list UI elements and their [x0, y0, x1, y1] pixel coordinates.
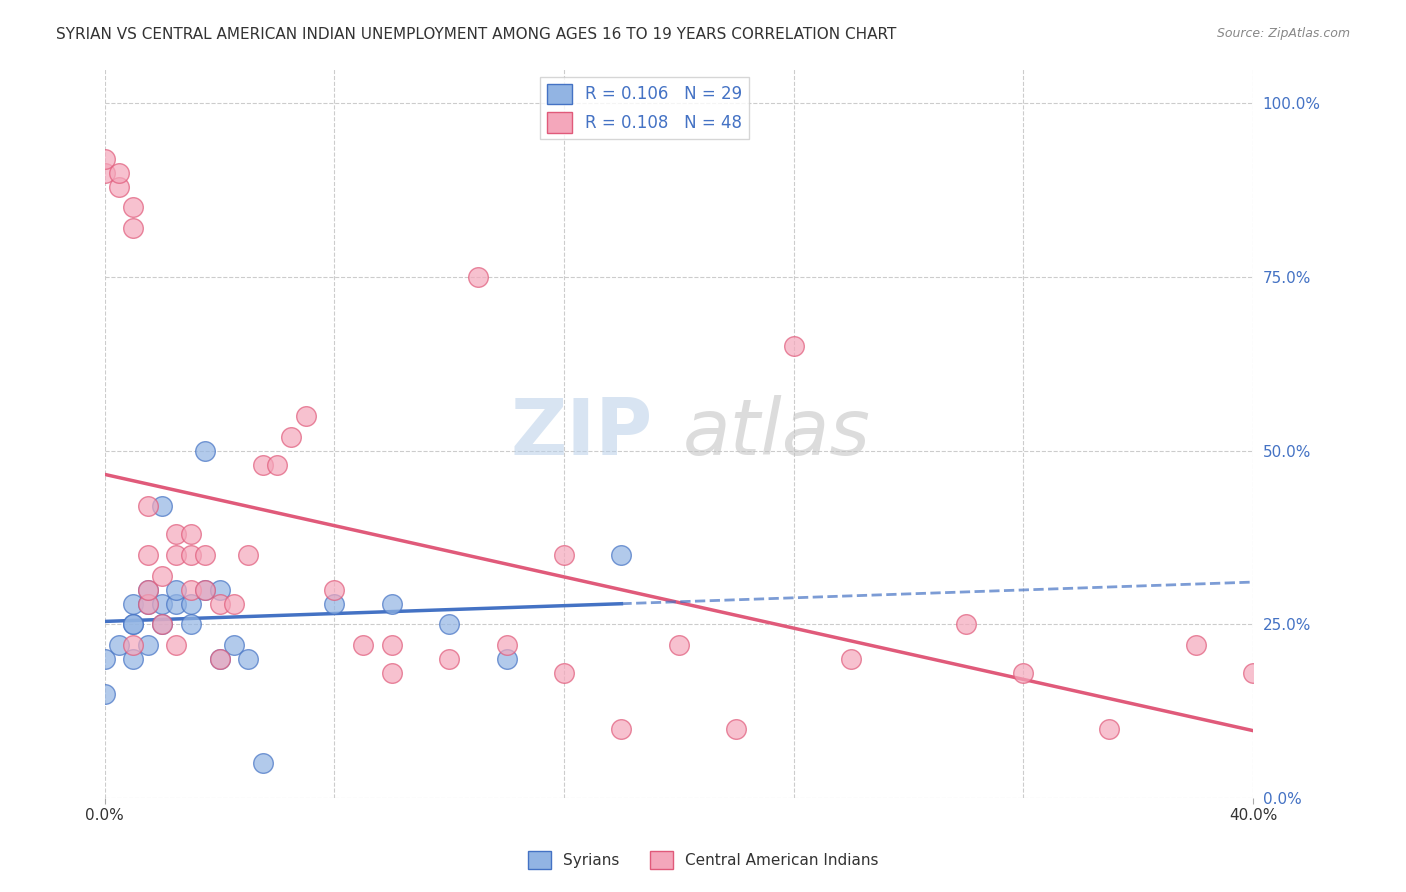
- Point: [495, 652, 517, 666]
- Point: [150, 597, 173, 611]
- Text: Source: ZipAtlas.com: Source: ZipAtlas.com: [1216, 27, 1350, 40]
- Point: [467, 269, 489, 284]
- Text: ZIP: ZIP: [510, 395, 652, 471]
- Point: [222, 638, 245, 652]
- Point: [252, 458, 274, 472]
- Point: [122, 617, 145, 632]
- Point: [194, 582, 217, 597]
- Point: [1184, 638, 1206, 652]
- Point: [165, 548, 187, 562]
- Point: [1012, 665, 1035, 680]
- Point: [437, 652, 460, 666]
- Point: [150, 500, 173, 514]
- Point: [495, 638, 517, 652]
- Point: [381, 638, 404, 652]
- Point: [381, 665, 404, 680]
- Point: [725, 722, 748, 736]
- Point: [1098, 722, 1121, 736]
- Text: SYRIAN VS CENTRAL AMERICAN INDIAN UNEMPLOYMENT AMONG AGES 16 TO 19 YEARS CORRELA: SYRIAN VS CENTRAL AMERICAN INDIAN UNEMPL…: [56, 27, 897, 42]
- Point: [180, 617, 202, 632]
- Point: [136, 582, 159, 597]
- Point: [93, 687, 115, 701]
- Point: [610, 722, 633, 736]
- Point: [238, 652, 260, 666]
- Point: [180, 582, 202, 597]
- Point: [222, 597, 245, 611]
- Point: [323, 582, 346, 597]
- Point: [108, 179, 131, 194]
- Point: [136, 582, 159, 597]
- Point: [136, 548, 159, 562]
- Point: [122, 638, 145, 652]
- Point: [165, 638, 187, 652]
- Legend: Syrians, Central American Indians: Syrians, Central American Indians: [522, 845, 884, 875]
- Point: [194, 582, 217, 597]
- Point: [839, 652, 862, 666]
- Point: [208, 597, 231, 611]
- Point: [553, 665, 575, 680]
- Point: [437, 617, 460, 632]
- Point: [108, 638, 131, 652]
- Point: [266, 458, 288, 472]
- Point: [238, 548, 260, 562]
- Point: [280, 430, 302, 444]
- Point: [150, 617, 173, 632]
- Point: [208, 652, 231, 666]
- Point: [122, 221, 145, 235]
- Point: [93, 152, 115, 166]
- Point: [136, 597, 159, 611]
- Point: [782, 339, 804, 353]
- Point: [150, 617, 173, 632]
- Point: [252, 756, 274, 771]
- Point: [180, 527, 202, 541]
- Point: [136, 638, 159, 652]
- Point: [93, 166, 115, 180]
- Point: [553, 548, 575, 562]
- Point: [668, 638, 690, 652]
- Point: [381, 597, 404, 611]
- Point: [208, 652, 231, 666]
- Point: [93, 652, 115, 666]
- Point: [323, 597, 346, 611]
- Point: [122, 652, 145, 666]
- Point: [352, 638, 374, 652]
- Point: [136, 597, 159, 611]
- Legend: R = 0.106   N = 29, R = 0.108   N = 48: R = 0.106 N = 29, R = 0.108 N = 48: [540, 77, 749, 139]
- Point: [122, 617, 145, 632]
- Text: atlas: atlas: [682, 395, 870, 471]
- Point: [122, 597, 145, 611]
- Point: [194, 548, 217, 562]
- Point: [955, 617, 977, 632]
- Point: [180, 548, 202, 562]
- Point: [108, 166, 131, 180]
- Point: [136, 500, 159, 514]
- Point: [165, 582, 187, 597]
- Point: [122, 201, 145, 215]
- Point: [294, 409, 316, 423]
- Point: [194, 443, 217, 458]
- Point: [610, 548, 633, 562]
- Point: [150, 568, 173, 582]
- Point: [208, 582, 231, 597]
- Point: [165, 597, 187, 611]
- Point: [165, 527, 187, 541]
- Point: [180, 597, 202, 611]
- Point: [1241, 665, 1264, 680]
